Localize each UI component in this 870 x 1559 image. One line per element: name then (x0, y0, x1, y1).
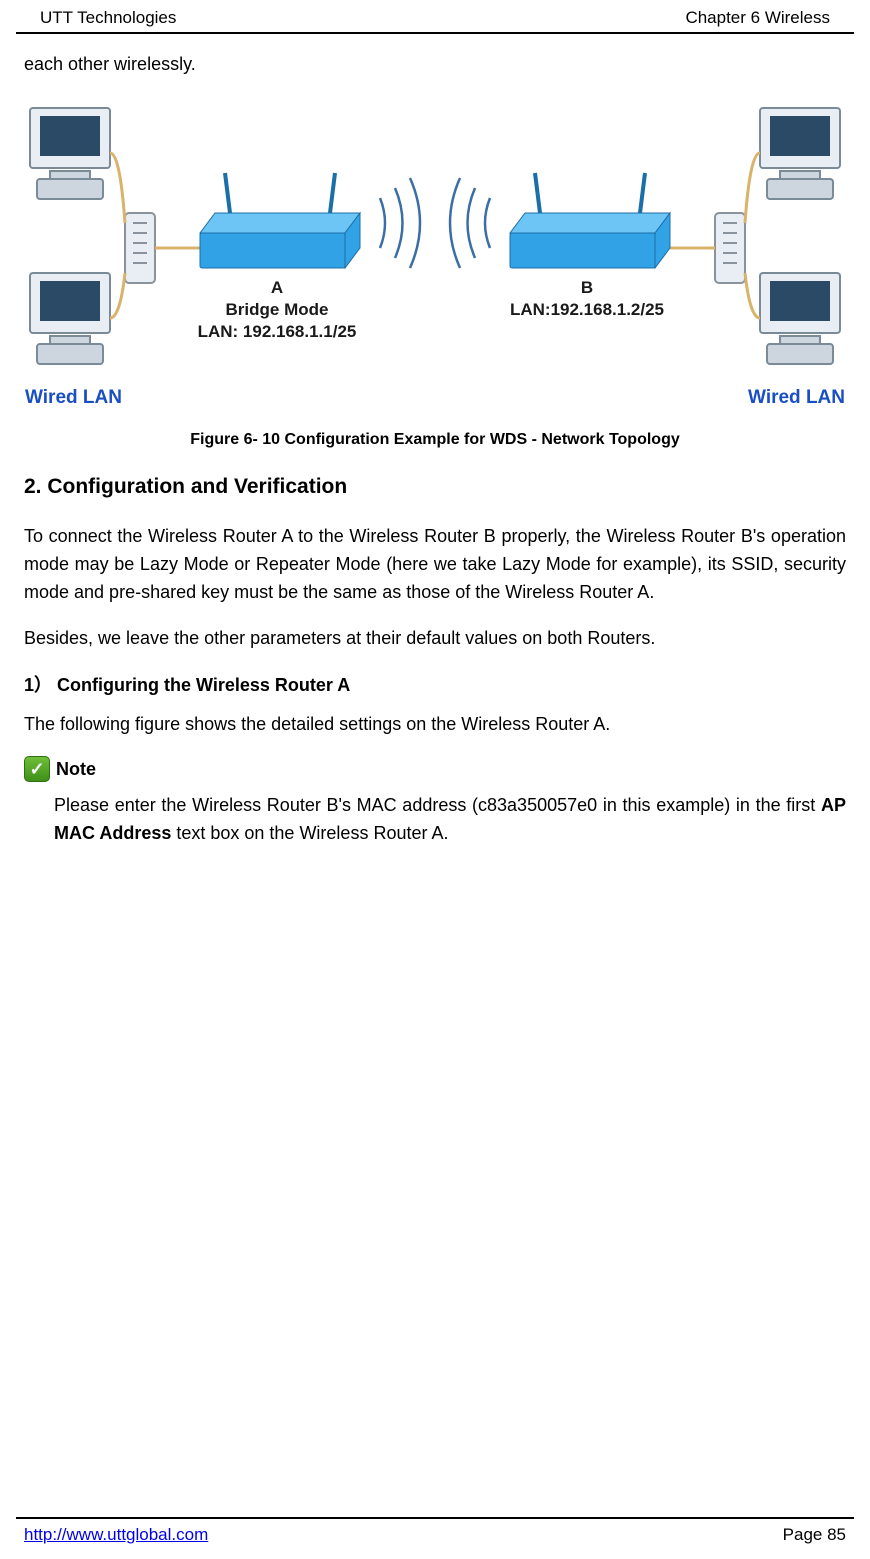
header-right: Chapter 6 Wireless (685, 8, 830, 28)
router-b-letter: B (581, 278, 593, 297)
router-b-lan: LAN:192.168.1.2/25 (510, 300, 664, 319)
header-left: UTT Technologies (40, 8, 176, 28)
intro-fragment: each other wirelessly. (24, 54, 846, 75)
note-body: Please enter the Wireless Router B's MAC… (24, 792, 846, 848)
figure-caption: Figure 6- 10 Configuration Example for W… (24, 431, 846, 449)
step-1-desc: The following figure shows the detailed … (24, 711, 846, 739)
section-2-p1: To connect the Wireless Router A to the … (24, 523, 846, 607)
footer-page-number: Page 85 (783, 1525, 846, 1545)
check-icon: ✓ (24, 756, 50, 782)
wired-lan-left: Wired LAN (25, 387, 122, 408)
wired-lan-right: Wired LAN (748, 387, 845, 408)
section-2-p2: Besides, we leave the other parameters a… (24, 625, 846, 653)
section-2-heading: 2. Configuration and Verification (24, 475, 846, 499)
step-1-title: 1） Configuring the Wireless Router A (24, 671, 846, 697)
page-footer: http://www.uttglobal.com Page 85 (16, 1517, 854, 1545)
note-row: ✓ Note (24, 756, 846, 782)
router-a-mode: Bridge Mode (226, 300, 329, 319)
note-body-pre: Please enter the Wireless Router B's MAC… (54, 795, 821, 815)
page-header: UTT Technologies Chapter 6 Wireless (16, 0, 854, 34)
router-a-lan: LAN: 192.168.1.1/25 (198, 322, 357, 341)
note-body-post: text box on the Wireless Router A. (171, 823, 448, 843)
note-label: Note (56, 759, 96, 780)
network-topology-diagram: A Bridge Mode LAN: 192.168.1.1/25 B LAN:… (24, 93, 846, 423)
footer-url[interactable]: http://www.uttglobal.com (24, 1525, 208, 1545)
page-content: each other wirelessly. (0, 34, 870, 848)
router-a-letter: A (271, 278, 283, 297)
